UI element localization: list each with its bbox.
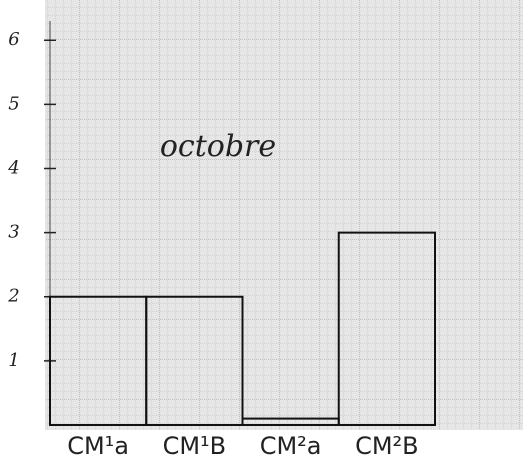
y-tick-label: 3: [8, 222, 19, 243]
x-tick-label: CM²a: [260, 432, 322, 460]
graph-paper: [45, 0, 523, 430]
y-tick-label: 2: [7, 286, 19, 307]
x-tick-label: CM²B: [355, 432, 419, 460]
bar: [337, 231, 436, 426]
x-tick-label: CM¹B: [163, 432, 227, 460]
x-tick-label: CM¹a: [67, 432, 129, 460]
y-tick-label: 5: [8, 93, 19, 114]
y-tick-label: 1: [8, 350, 19, 371]
bar: [145, 295, 244, 426]
y-tick-label: 6: [8, 29, 19, 50]
chart-title: octobre: [160, 129, 276, 164]
y-tick-label: 4: [7, 157, 19, 178]
